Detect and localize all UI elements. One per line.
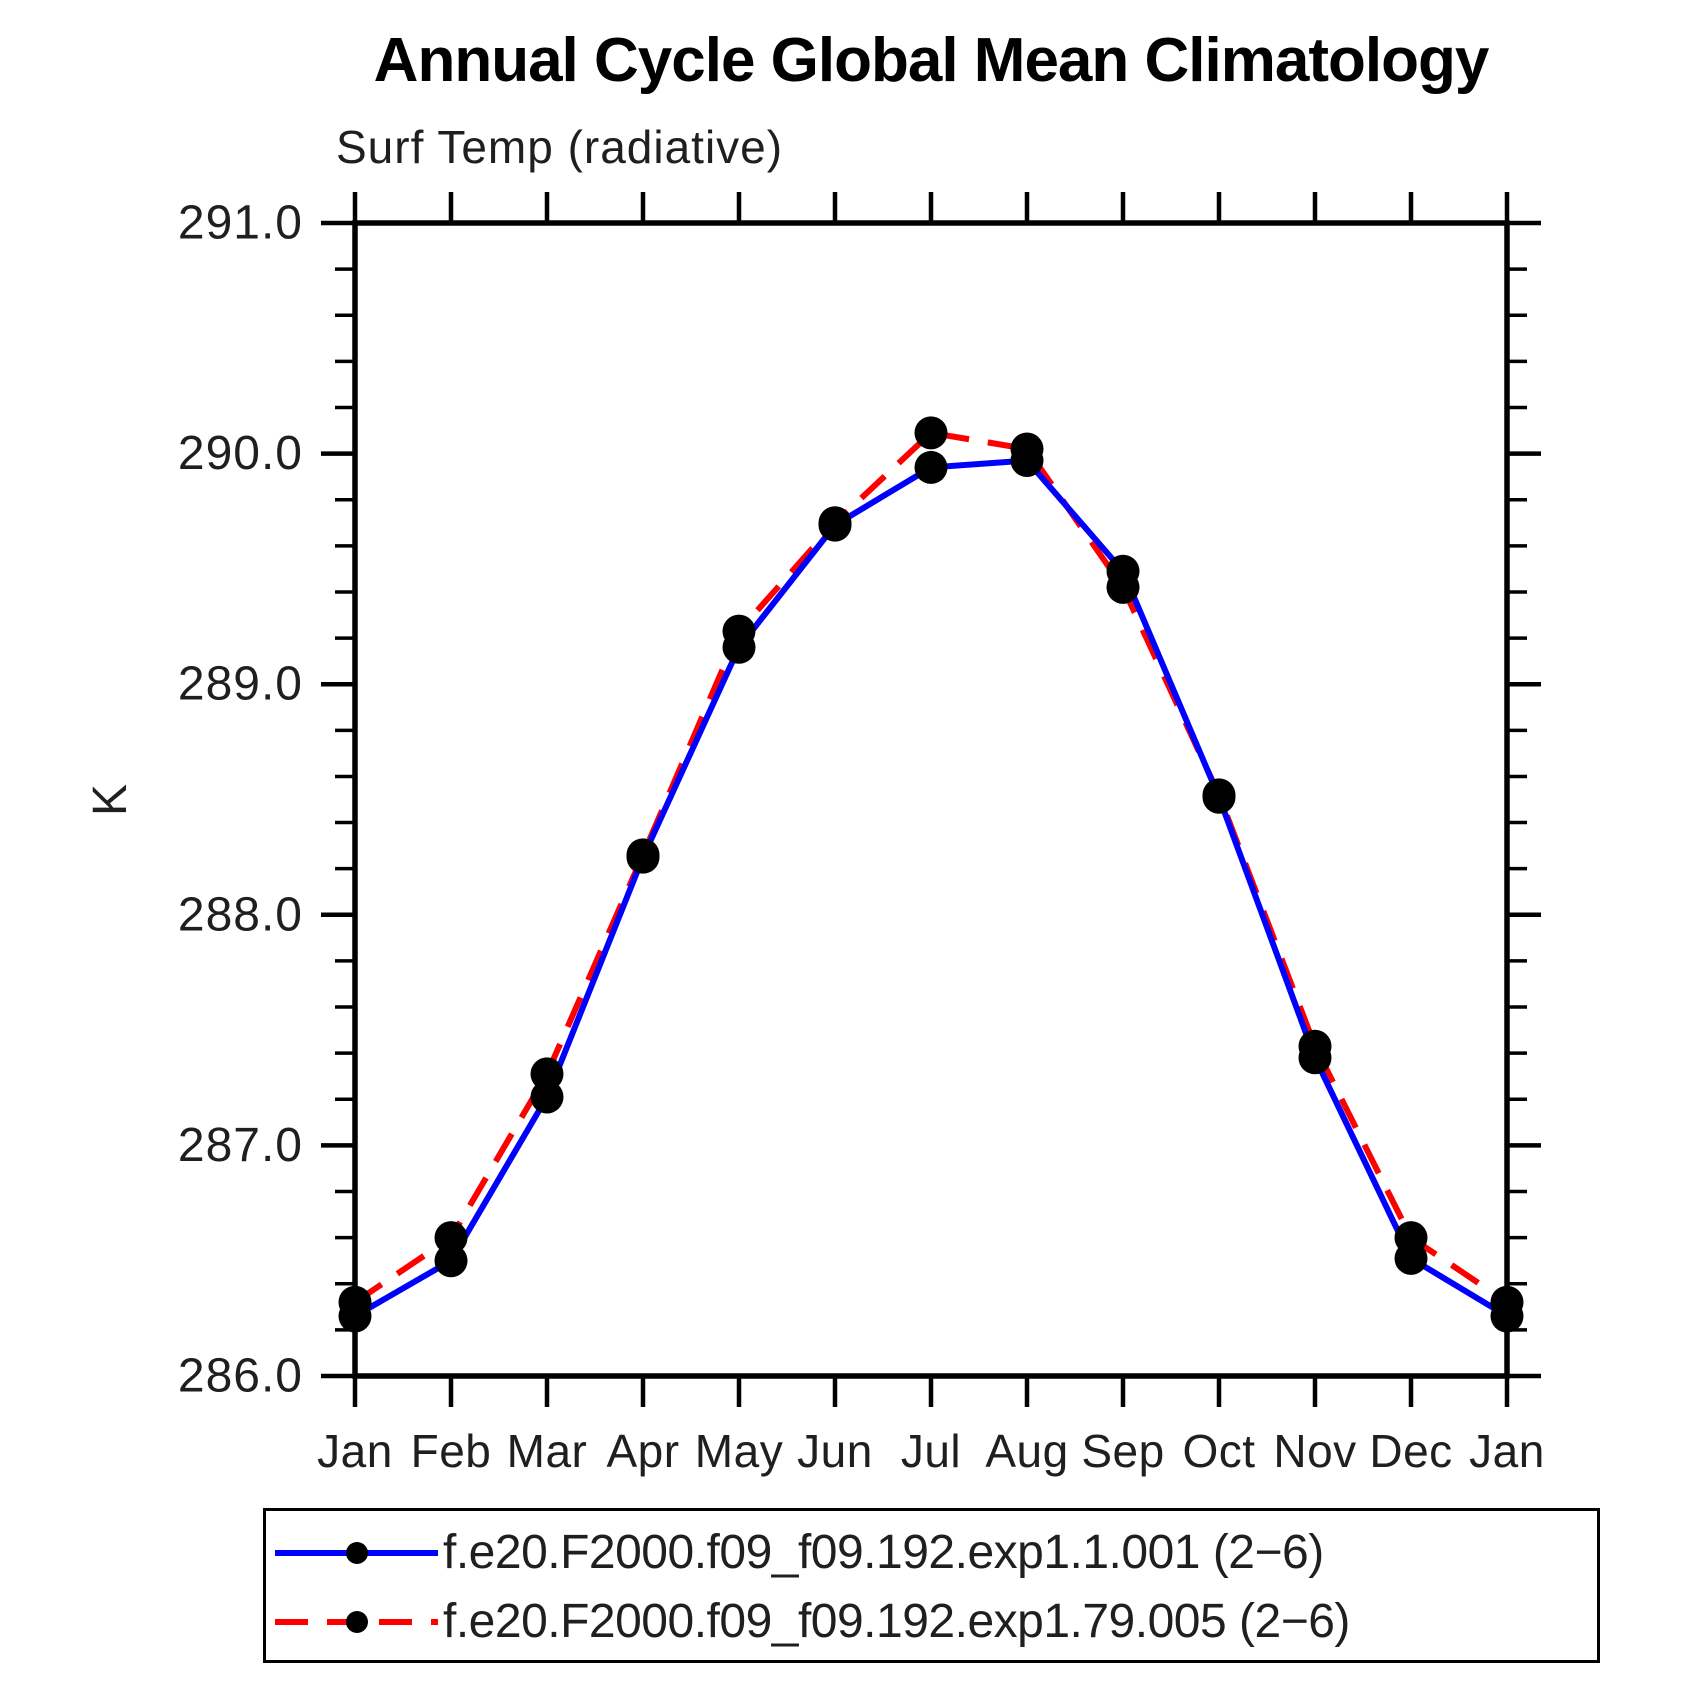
x-tick-label: May	[695, 1425, 783, 1477]
x-tick-label: Jul	[901, 1425, 961, 1477]
data-point-marker	[1010, 444, 1044, 478]
data-point-marker	[1394, 1241, 1428, 1275]
x-tick-label: Jun	[797, 1425, 873, 1477]
data-point-marker	[914, 450, 948, 484]
chart-title: Annual Cycle Global Mean Climatology	[373, 26, 1490, 95]
x-tick-label: Feb	[411, 1425, 492, 1477]
data-point-marker	[434, 1244, 468, 1278]
legend-sample-marker	[346, 1611, 368, 1633]
y-tick-label: 291.0	[178, 197, 303, 250]
x-tick-label: Jan	[1469, 1425, 1545, 1477]
chart-line-dashed-red	[353, 429, 1509, 1305]
x-tick-label: Aug	[985, 1425, 1068, 1477]
data-point-marker	[626, 840, 660, 874]
y-tick-label: 288.0	[178, 888, 303, 941]
plot-frame	[352, 220, 1510, 1379]
x-tick-label: Mar	[507, 1425, 588, 1477]
data-point-marker	[530, 1080, 564, 1114]
legend-entry-2: f.e20.F2000.f09_f09.192.exp1.79.005 (2−6…	[273, 1598, 1350, 1646]
legend-line-sample-dashed	[275, 1611, 438, 1633]
x-tick-label: Nov	[1273, 1425, 1356, 1477]
y-tick-label: 289.0	[178, 658, 303, 711]
x-tick-label: Jan	[317, 1425, 393, 1477]
data-point-marker	[1106, 554, 1140, 588]
data-point-marker	[338, 1299, 372, 1333]
data-point-marker	[1490, 1299, 1524, 1333]
y-tick-label: 286.0	[178, 1350, 303, 1403]
data-point-marker	[530, 1057, 564, 1091]
y-tick-label: 290.0	[178, 427, 303, 480]
legend-label-2: f.e20.F2000.f09_f09.192.exp1.79.005 (2−6…	[443, 1595, 1350, 1648]
data-point-marker	[722, 630, 756, 664]
legend-sample-marker	[346, 1542, 368, 1564]
legend-label-1: f.e20.F2000.f09_f09.192.exp1.1.001 (2−6)	[443, 1526, 1324, 1579]
x-tick-label: Apr	[606, 1425, 679, 1477]
legend-box: f.e20.F2000.f09_f09.192.exp1.1.001 (2−6)…	[263, 1508, 1600, 1663]
y-tick-label: 287.0	[178, 1119, 303, 1172]
data-point-marker	[914, 416, 948, 450]
legend-line-sample-solid	[275, 1542, 438, 1564]
x-tick-label: Sep	[1081, 1425, 1164, 1477]
legend-entry-1: f.e20.F2000.f09_f09.192.exp1.1.001 (2−6)	[273, 1529, 1324, 1577]
chart-line-solid-blue	[353, 457, 1509, 1319]
x-tick-label: Oct	[1182, 1425, 1255, 1477]
data-point-marker	[1298, 1041, 1332, 1075]
data-point-marker	[1202, 780, 1236, 814]
data-point-marker	[818, 508, 852, 542]
x-tick-label: Dec	[1369, 1425, 1452, 1477]
chart-subtitle: Surf Temp (radiative)	[336, 121, 784, 173]
data-point-marker	[434, 1221, 468, 1255]
